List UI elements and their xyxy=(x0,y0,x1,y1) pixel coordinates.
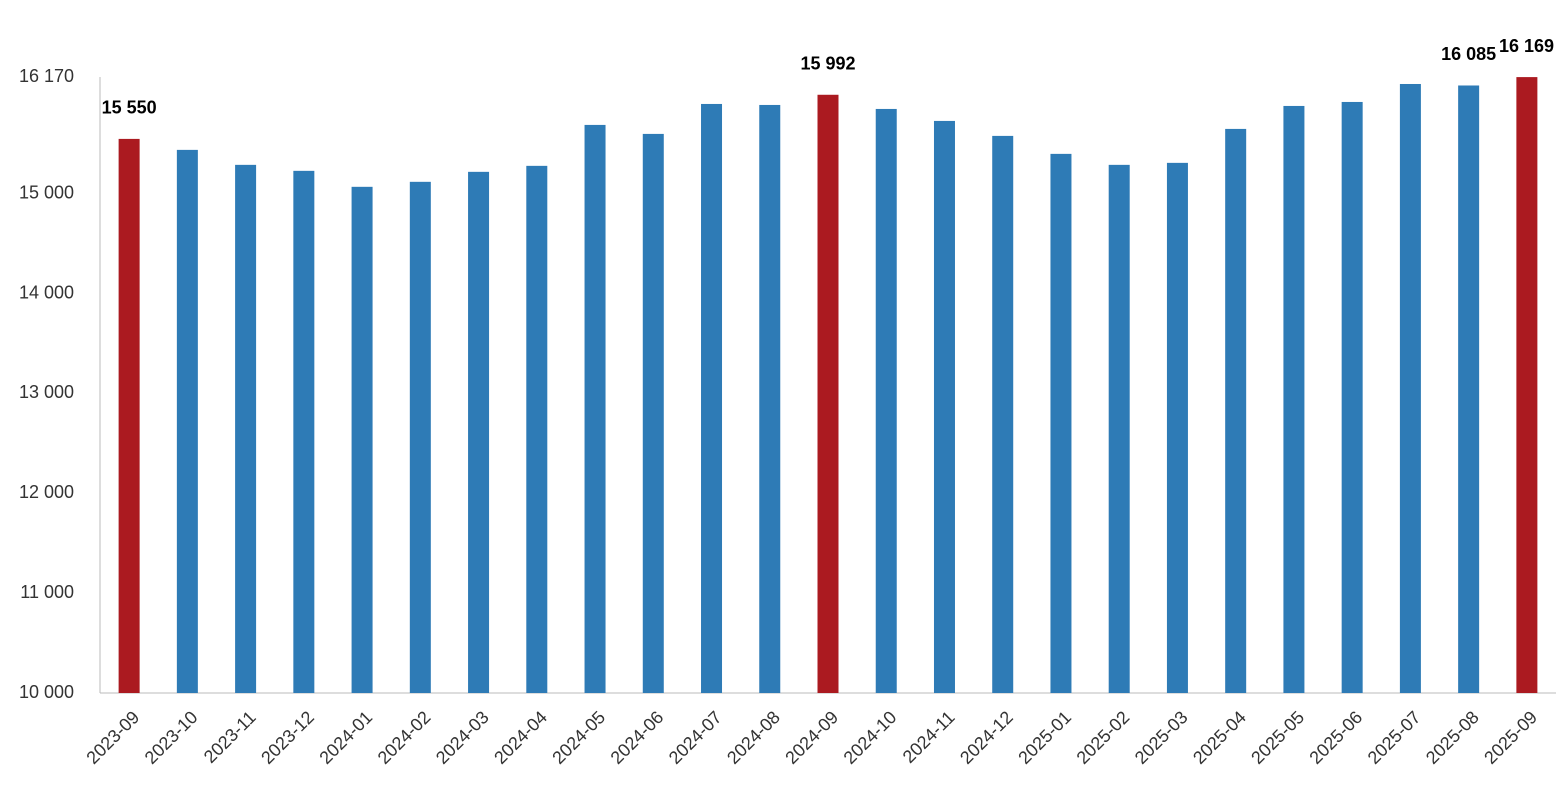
bar xyxy=(118,138,140,693)
bar xyxy=(1166,162,1188,694)
bar xyxy=(1516,77,1538,693)
x-tick-label: 2025-03 xyxy=(1131,707,1192,768)
x-tick-label: 2025-04 xyxy=(1189,707,1250,768)
y-tick-label: 14 000 xyxy=(19,282,74,302)
y-tick-label: 10 000 xyxy=(19,682,74,702)
y-tick-label: 11 000 xyxy=(20,582,74,602)
value-label: 16 169 xyxy=(1499,36,1554,56)
x-tick-label: 2025-05 xyxy=(1247,707,1308,768)
bar xyxy=(1108,164,1130,694)
x-tick-label: 2024-11 xyxy=(899,707,959,767)
bar xyxy=(1458,85,1480,694)
x-tick-label: 2023-10 xyxy=(141,707,202,768)
bar xyxy=(1283,105,1305,693)
bar xyxy=(235,164,257,694)
x-tick-label: 2023-09 xyxy=(82,707,143,768)
bar xyxy=(351,186,373,693)
bar xyxy=(701,103,723,693)
x-tick-label: 2025-01 xyxy=(1014,707,1075,768)
x-tick-label: 2025-02 xyxy=(1073,707,1134,768)
bar xyxy=(933,120,955,693)
x-tick-label: 2024-03 xyxy=(432,707,493,768)
x-tick-label: 2023-11 xyxy=(200,707,260,767)
x-tick-label: 2024-10 xyxy=(840,707,901,768)
x-tick-label: 2024-06 xyxy=(607,707,668,768)
bar xyxy=(1399,83,1421,694)
x-tick-label: 2024-07 xyxy=(665,707,726,768)
x-tick-label: 2024-08 xyxy=(723,707,784,768)
x-tick-label: 2024-09 xyxy=(781,707,842,768)
bar xyxy=(526,165,548,693)
bar xyxy=(1341,101,1363,694)
x-tick-label: 2023-12 xyxy=(257,707,318,768)
bar xyxy=(817,94,839,694)
bar xyxy=(468,171,490,694)
x-tick-label: 2024-02 xyxy=(374,707,435,768)
x-tick-label: 2025-08 xyxy=(1422,707,1483,768)
bar xyxy=(1050,153,1072,694)
x-tick-label: 2025-06 xyxy=(1305,707,1366,768)
bar xyxy=(176,149,198,693)
x-tick-label: 2024-04 xyxy=(490,707,551,768)
bar xyxy=(875,108,897,694)
bar xyxy=(759,104,781,694)
bar xyxy=(642,133,664,694)
x-tick-label: 2024-05 xyxy=(548,707,609,768)
x-tick-label: 2024-01 xyxy=(315,707,376,768)
bar xyxy=(293,170,315,693)
value-label: 15 550 xyxy=(102,98,157,118)
bar xyxy=(409,181,431,693)
y-tick-label: 13 000 xyxy=(19,382,74,402)
value-label: 15 992 xyxy=(800,54,855,74)
bar xyxy=(992,135,1014,694)
y-tick-label: 16 170 xyxy=(19,66,74,86)
y-tick-label: 12 000 xyxy=(19,482,74,502)
x-tick-label: 2025-09 xyxy=(1480,707,1541,768)
x-tick-label: 2025-07 xyxy=(1364,707,1425,768)
x-tick-label: 2024-12 xyxy=(956,707,1017,768)
y-tick-label: 15 000 xyxy=(19,183,74,203)
value-label: 16 085 xyxy=(1441,44,1496,64)
bar xyxy=(1225,128,1247,694)
bar xyxy=(584,124,606,694)
